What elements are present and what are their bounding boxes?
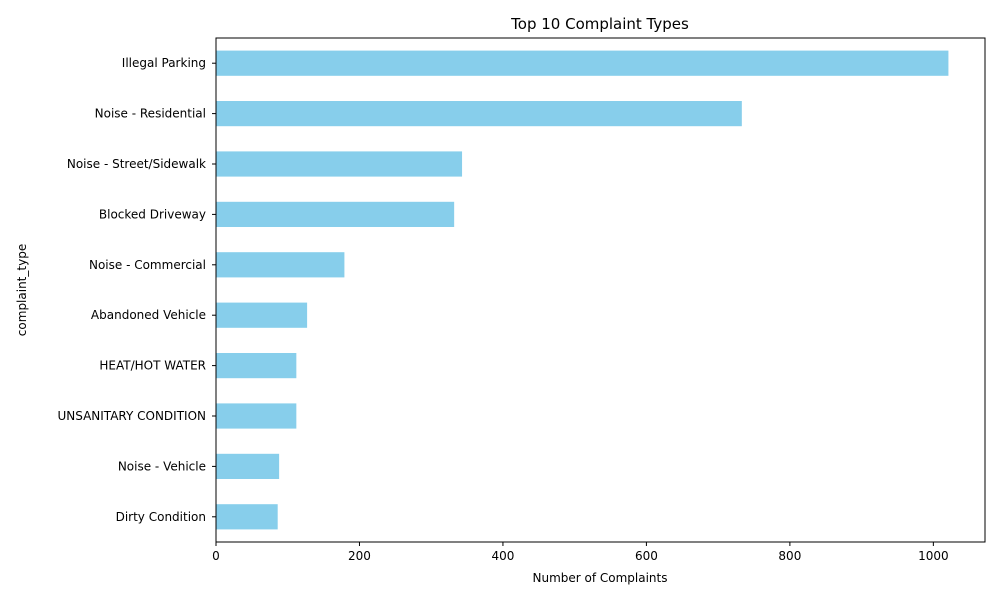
- plot-frame: [215, 37, 986, 543]
- x-tick-label: 200: [348, 549, 371, 563]
- bar: [216, 50, 949, 76]
- bar: [216, 101, 742, 127]
- y-axis-ticks: Illegal Parking Noise - Residential Noise …: [57, 56, 216, 524]
- x-tick-label: 1000: [918, 549, 949, 563]
- x-tick-label: 800: [778, 549, 801, 563]
- y-axis-label: complaint_type: [15, 244, 29, 336]
- y-tick-label: Dirty Condition: [116, 510, 206, 524]
- bar: [216, 353, 297, 379]
- bar: [216, 302, 308, 328]
- y-tick-label: Noise - Street/Sidewalk: [67, 157, 206, 171]
- y-tick-label: Blocked Driveway: [99, 207, 206, 221]
- bar: [216, 453, 280, 479]
- y-tick-label: HEAT/HOT WATER: [99, 359, 206, 373]
- bar: [216, 252, 345, 278]
- bar: [216, 504, 278, 530]
- bar: [216, 403, 297, 429]
- y-tick-label: Illegal Parking: [122, 56, 206, 70]
- y-tick-label: Noise - Commercial: [89, 258, 206, 272]
- y-tick-label: Noise - Residential: [95, 107, 206, 121]
- bar: [216, 201, 455, 227]
- x-tick-label: 400: [491, 549, 514, 563]
- bar: [216, 151, 463, 177]
- x-tick-label: 600: [635, 549, 658, 563]
- chart-title: Top 10 Complaint Types: [510, 15, 689, 33]
- bars-group: [216, 50, 949, 530]
- x-axis-label: Number of Complaints: [532, 571, 667, 585]
- y-tick-label: Abandoned Vehicle: [91, 308, 206, 322]
- x-tick-label: 0: [212, 549, 220, 563]
- x-axis-ticks: 0 200 400 600 800 1000: [212, 542, 949, 563]
- y-tick-label: UNSANITARY CONDITION: [57, 409, 206, 423]
- y-tick-label: Noise - Vehicle: [118, 459, 206, 473]
